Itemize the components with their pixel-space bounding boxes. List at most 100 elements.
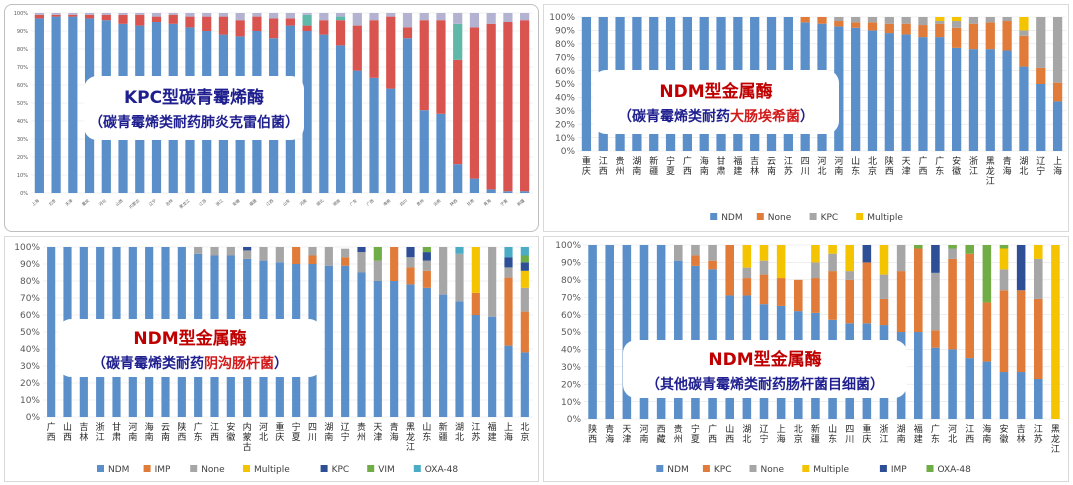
y-tick-label: 70% [561,293,581,303]
category-label: 江西 [264,197,274,207]
bar-segment-multiple [486,13,496,24]
category-label: 新疆 [811,423,820,445]
category-label: 江西 [210,422,219,443]
bar-segment-kpc [235,20,245,37]
bar-segment-ndm [503,191,513,193]
bar-segment-multiple [386,13,396,17]
bar-segment-ndm [373,281,382,417]
bar-segment-kpc [118,14,128,24]
category-label: 天津 [902,157,911,177]
category-label: 新疆 [515,197,525,207]
y-tick-label: 50% [561,328,581,338]
bar-segment-kpc [135,14,145,26]
chart-caption-overlay: NDM型金属酶 （碳青霉烯类耐药大肠埃希菌） [594,71,838,133]
bar-segment-kpc [243,247,252,251]
category-label: 海南 [381,197,391,207]
bar-segment-kpc [319,20,329,35]
bar-segment-oxa-48 [455,247,464,254]
category-label: 广西 [683,155,692,177]
bar-segment-none [851,22,861,28]
category-label: 青海 [1003,155,1012,177]
caption-subtitle: （碳青霉烯类耐药大肠埃希菌） [594,106,838,126]
category-label: 浙江 [969,155,978,177]
category-label: 山西 [725,424,734,445]
bar-segment-ndm [639,245,649,419]
caption-subtitle-prefix: （其他碳青霉烯类耐药肠杆菌目细菌） [646,377,884,393]
bar-segment-none [879,274,889,299]
category-label: 吉林 [79,422,88,443]
category-label: 河北 [948,423,957,445]
legend-swatch [710,213,718,220]
bar-segment-none [884,23,894,34]
bar-segment-kpc [357,247,366,253]
category-label: 内蒙古 [127,197,140,209]
bar-segment-ndm [982,361,992,419]
bar-segment-kpc [742,278,752,296]
bar-segment-multiple [218,13,229,17]
caption-title: NDM型金属酶 [659,82,773,102]
legend-swatch [879,465,887,472]
category-label: 西藏 [657,424,666,445]
y-tick-label: 70% [555,53,575,63]
category-label: 广西 [918,155,927,177]
bar-segment-multiple [436,13,446,21]
bar-segment-ndm [486,189,496,193]
bar-segment-multiple [999,248,1009,270]
bar-segment-none [226,247,235,256]
bar-segment-kpc [369,20,379,78]
bar-segment-multiple [469,13,480,28]
bar-segment-kpc [948,258,957,350]
legend-label: KPC [714,465,732,475]
legend-swatch [243,465,250,472]
category-label: 湖北 [742,424,751,445]
category-label: 福建 [488,421,497,443]
bar-segment-none [691,245,700,256]
bar-segment-multiple [202,13,212,17]
bar-segment-none [406,257,415,268]
bar-segment-vim [373,247,382,261]
category-label: 黑龙江 [1051,424,1060,455]
legend-label: NDM [667,465,688,475]
bar-segment-ndm [588,245,597,419]
bar-segment-none [800,17,810,23]
kpc-klebsiella-chart-panel: 0% 10% 20% 30% 40% 50% 60% 70% 80% 90% 100% 上海 北京 天津重… [4,4,539,232]
y-tick-label: 80% [561,276,581,286]
bar-segment-ndm [901,34,911,151]
bar-segment-multiple [335,13,346,17]
category-label: 浙江 [214,197,224,207]
y-tick-label: 80% [555,40,575,50]
bar-segment-kpc [982,302,992,362]
bar-segment-none [985,22,995,50]
bar-segment-kpc [1036,17,1046,68]
bar-segment-none [834,21,844,27]
category-label: 安徽 [952,155,961,177]
category-label: 湖南 [632,156,641,177]
category-label: 四川 [308,423,317,443]
bar-segment-imp [292,247,301,264]
bar-segment-multiple [828,245,837,254]
bar-segment-kpc [252,16,262,31]
category-label: 广东 [194,421,203,443]
category-label: 江苏 [1034,424,1043,445]
category-label: 湖南 [897,424,906,445]
category-label: 河南 [834,155,843,177]
bar-segment-ndm [656,245,666,419]
y-tick-label: 90% [561,259,581,269]
bar-segment-ndm [455,301,464,417]
bar-segment-kpc [851,17,861,23]
y-tick-label: 30% [555,107,575,117]
y-tick-label: 90% [20,260,40,270]
bar-segment-multiple [151,13,162,17]
category-label: 北京 [794,424,803,445]
legend-swatch [749,465,757,472]
bar-segment-ndm [884,33,894,151]
y-tick-label: 0% [567,415,582,425]
bar-segment-ndm [520,352,529,417]
bar-segment-multiple [185,13,195,17]
category-label: 甘肃 [717,155,726,177]
bar-segment-imp [453,23,463,60]
bar-segment-kpc [867,17,878,23]
y-tick-label: 20% [20,379,40,389]
bar-segment-ndm [324,265,333,417]
bar-segment-kpc [999,290,1009,373]
